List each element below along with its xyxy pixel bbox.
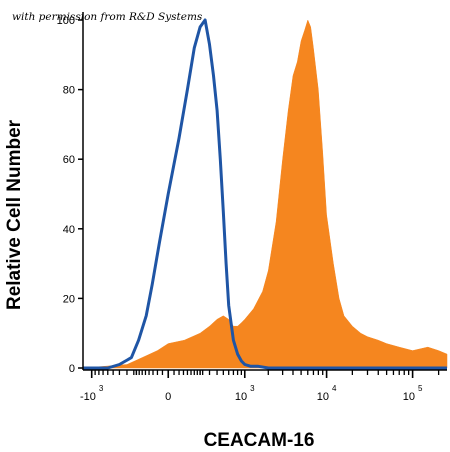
watermark-text: with permission from R&D Systems <box>12 11 203 23</box>
x-tick-label--103: -103 <box>80 384 104 403</box>
series-0-filled-histogram <box>82 19 448 369</box>
y-axis-title: Relative Cell Number <box>4 119 25 310</box>
y-tick-label-80: 80 <box>63 85 75 97</box>
y-tick-label-60: 60 <box>63 154 75 166</box>
y-tick-label-20: 20 <box>63 293 75 305</box>
x-tick-label-104: 104 <box>317 384 337 403</box>
x-axis-title: CEACAM-16 <box>204 430 315 451</box>
y-tick-label-0: 0 <box>69 363 75 375</box>
y-tick-label-100: 100 <box>57 15 75 27</box>
x-tick-label-0: 0 <box>165 391 171 403</box>
series-1-line-histogram <box>83 18 447 370</box>
x-tick-label-103: 103 <box>235 384 255 403</box>
axes-layer: 0 20 40 60 80 100 -103 0 103 104 105 <box>57 12 447 403</box>
series-layer <box>82 18 448 370</box>
x-tick-label-105: 105 <box>403 384 423 403</box>
y-tick-label-40: 40 <box>63 224 75 236</box>
